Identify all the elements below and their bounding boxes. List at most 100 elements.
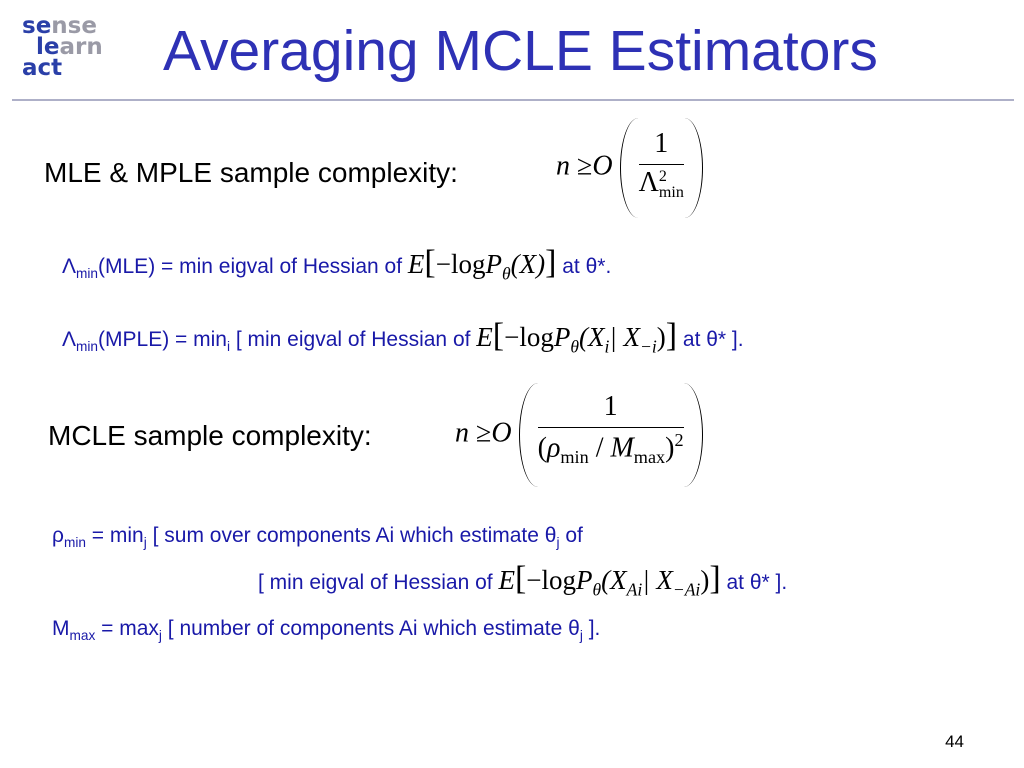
math: 1 [638, 128, 684, 165]
math: ) [665, 432, 675, 464]
math: −i [640, 336, 657, 357]
text: j [158, 628, 162, 644]
text: (MLE) = min eigval of Hessian of [98, 255, 403, 278]
math: E [498, 565, 515, 595]
math: E [407, 249, 425, 279]
math: Ai [626, 579, 643, 600]
rho-def-2: [ min eigval of Hessian of E[−logPθ(XAi|… [258, 560, 787, 600]
logo-text: arn [59, 34, 103, 60]
logo: sense learn act [22, 13, 103, 81]
math: P [576, 565, 593, 595]
math: 1 [537, 391, 684, 428]
math: ] [665, 317, 678, 354]
text: [ sum over components Ai which estimate … [152, 524, 557, 547]
text: i [226, 339, 230, 355]
text: min [76, 266, 99, 282]
text: M [52, 617, 70, 640]
math: [ [492, 317, 505, 354]
text: at θ*. [562, 255, 612, 278]
title-rule [12, 99, 1014, 101]
text: ]. [588, 617, 601, 640]
math: (X [601, 565, 627, 595]
logo-text: le [36, 34, 60, 60]
text: [ min eigval of Hessian of [258, 571, 493, 594]
denominator: Λ 2 min [639, 165, 684, 201]
paren: 1 (ρmin / Mmax)2 [518, 383, 703, 487]
math: | X [609, 322, 641, 352]
math: E [476, 322, 493, 352]
math: P [485, 249, 502, 279]
math: (X) [510, 249, 546, 279]
math: ) [700, 565, 710, 595]
math: [ [514, 560, 527, 597]
math: / [595, 432, 604, 464]
math: ≥ [577, 150, 593, 182]
math: ] [709, 560, 721, 597]
m-def: Mmax = maxj [ number of components Ai wh… [52, 617, 600, 643]
text: of [565, 524, 583, 547]
title: Averaging MCLE Estimators [163, 19, 878, 83]
math: ( [537, 432, 547, 464]
math: n [556, 150, 570, 182]
math: O [592, 150, 613, 182]
logo-text: act [22, 55, 63, 81]
math: | X [642, 565, 673, 595]
text: ρ [52, 524, 64, 547]
math: i [604, 336, 610, 357]
mcle-label: MCLE sample complexity: [48, 420, 372, 451]
math: ] [545, 244, 557, 281]
math: −log [526, 565, 577, 595]
text: min [76, 339, 99, 355]
math: (X [578, 322, 605, 352]
text: j [579, 628, 583, 644]
math: θ [501, 263, 511, 284]
math: θ [592, 579, 602, 600]
math: −Ai [672, 579, 701, 600]
math: P [553, 322, 571, 352]
text: (MPLE) = min [98, 328, 227, 351]
mcle-formula: n ≥O 1 (ρmin / Mmax)2 [455, 383, 703, 487]
mle-def: Λmin(MLE) = min eigval of Hessian of E[−… [62, 244, 611, 284]
mle-label: MLE & MPLE sample complexity: [44, 157, 458, 188]
math: −log [504, 322, 554, 352]
logo-line: sense [22, 13, 103, 39]
mple-def: Λmin(MPLE) = mini [ min eigval of Hessia… [62, 317, 744, 357]
text: = min [91, 524, 144, 547]
math: min [560, 446, 589, 467]
math: n [455, 417, 469, 449]
math: θ [570, 336, 579, 357]
text: j [556, 535, 560, 551]
text: j [143, 535, 147, 551]
fraction: 1 Λ 2 min [638, 128, 684, 201]
text: at θ* ]. [682, 328, 744, 351]
logo-line: act [22, 55, 103, 81]
text: [ min eigval of Hessian of [235, 328, 471, 351]
math: ) [656, 322, 666, 352]
text: [ number of components Ai which estimate… [167, 617, 580, 640]
math: O [491, 417, 512, 449]
rho-def: ρmin = minj [ sum over components Ai whi… [52, 524, 583, 550]
paren: 1 Λ 2 min [619, 118, 703, 218]
math: ≥ [476, 417, 492, 449]
math: 2 [674, 430, 684, 450]
logo-line: learn [22, 34, 103, 60]
text: = max [101, 617, 159, 640]
logo-text: nse [51, 13, 97, 39]
page-number: 44 [945, 732, 964, 751]
denominator: (ρmin / Mmax)2 [538, 428, 684, 468]
text: Λ [62, 255, 77, 278]
math: Λ [638, 167, 659, 198]
fraction: 1 (ρmin / Mmax)2 [537, 391, 684, 468]
math: M [610, 432, 634, 464]
math: min [658, 183, 684, 201]
logo-text: se [22, 13, 52, 39]
text: min [63, 535, 86, 551]
math: −log [435, 249, 486, 279]
text: Λ [62, 328, 77, 351]
mle-formula: n ≥O 1 Λ 2 min [556, 118, 703, 218]
math: 2 [658, 167, 667, 185]
text: at θ* ]. [726, 571, 788, 594]
script: 2 min [658, 167, 684, 201]
math: ρ [546, 432, 561, 464]
